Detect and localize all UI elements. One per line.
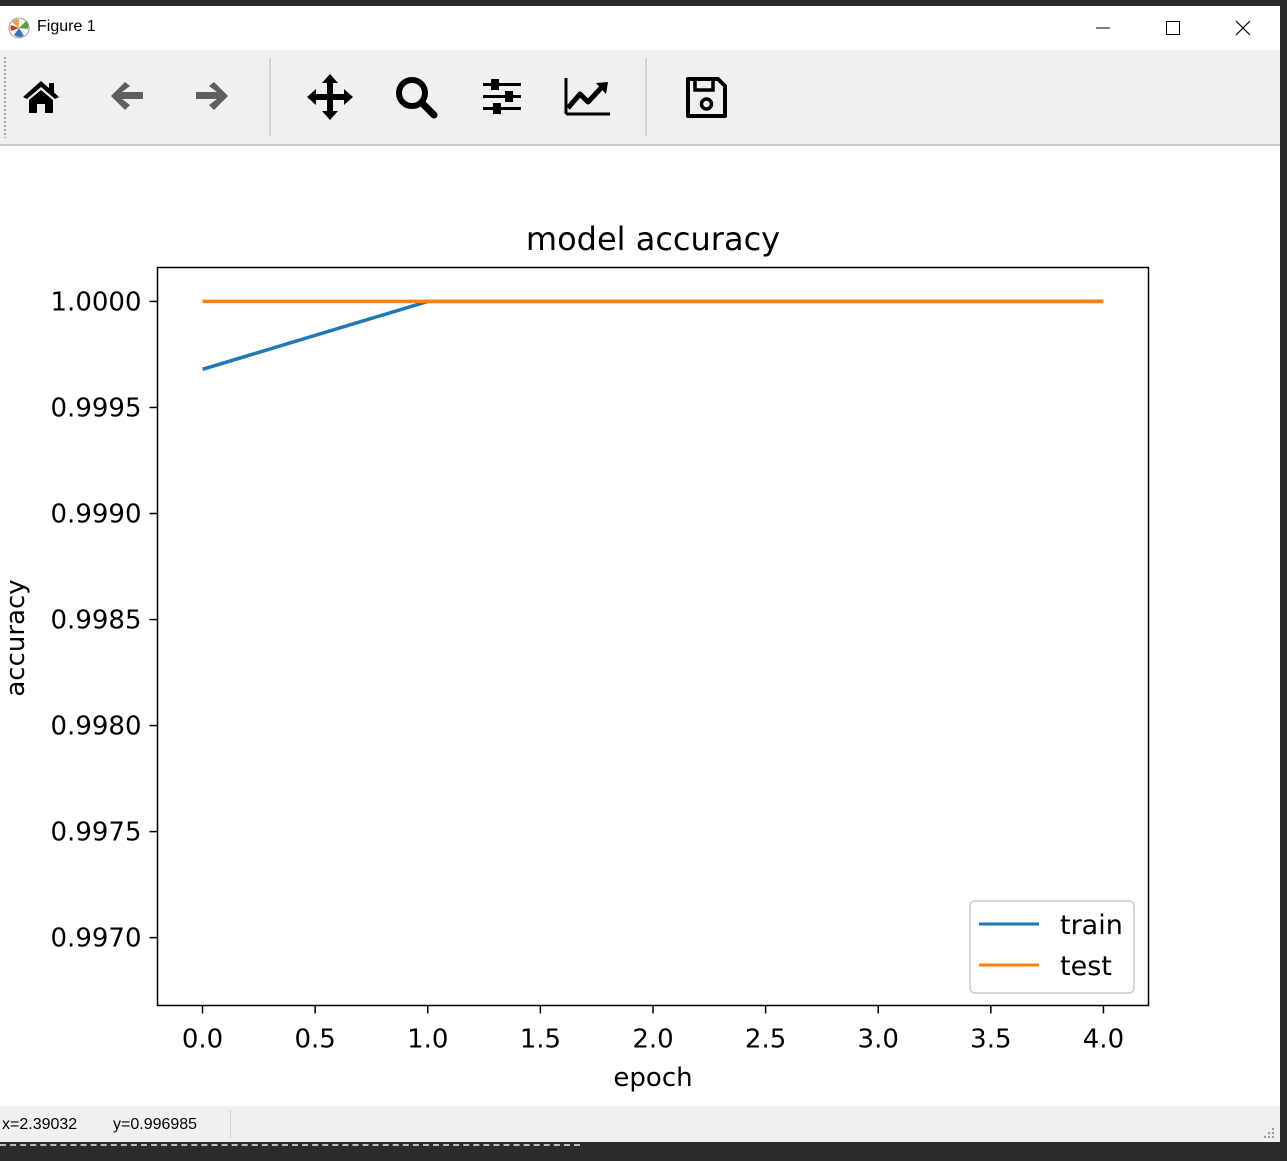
x-tick-label: 3.5 bbox=[970, 1025, 1011, 1055]
x-tick-label: 0.5 bbox=[294, 1025, 335, 1055]
y-tick-label: 1.0000 bbox=[51, 287, 142, 317]
matplotlib-logo-icon bbox=[8, 17, 30, 39]
figure-canvas[interactable]: model accuracy epoch accuracy 0.0 0.5 1.0 1… bbox=[0, 146, 1280, 1106]
navigation-toolbar bbox=[0, 50, 1280, 146]
x-tick-label: 2.5 bbox=[745, 1025, 786, 1055]
y-tick-label: 0.9975 bbox=[51, 818, 142, 848]
save-button[interactable] bbox=[675, 62, 737, 132]
forward-button[interactable] bbox=[181, 62, 243, 132]
y-tick-label: 0.9995 bbox=[51, 393, 142, 423]
y-tick-label: 0.9985 bbox=[51, 606, 142, 636]
axes-frame bbox=[156, 266, 1150, 1007]
toolbar-separator bbox=[269, 58, 271, 136]
chart-title: model accuracy bbox=[526, 220, 780, 258]
x-tick-label: 2.0 bbox=[632, 1025, 673, 1055]
plot-lines bbox=[202, 299, 1104, 371]
pan-button[interactable] bbox=[299, 62, 361, 132]
zoom-icon bbox=[396, 77, 438, 119]
legend-label-train: train bbox=[1060, 910, 1123, 941]
close-icon bbox=[1235, 20, 1251, 36]
close-button[interactable] bbox=[1208, 6, 1278, 50]
status-separator bbox=[230, 1110, 231, 1138]
series-line-train bbox=[202, 299, 1104, 371]
y-axis-label: accuracy bbox=[1, 579, 31, 696]
toolbar-grip[interactable] bbox=[3, 56, 7, 138]
x-tick-label: 3.0 bbox=[858, 1025, 899, 1055]
background-dashes bbox=[0, 1144, 580, 1150]
minimize-button[interactable] bbox=[1068, 6, 1138, 50]
forward-arrow-icon bbox=[196, 82, 228, 110]
y-tick-label: 0.9970 bbox=[51, 924, 142, 954]
edit-axis-button[interactable] bbox=[557, 62, 619, 132]
home-button[interactable] bbox=[10, 62, 72, 132]
x-tick-label: 1.5 bbox=[520, 1025, 561, 1055]
edit-axis-icon bbox=[564, 78, 610, 116]
configure-subplots-button[interactable] bbox=[471, 62, 533, 132]
y-axis-ticks: 0.9970 0.9975 0.9980 0.9985 0.9990 0.9995 1.00… bbox=[51, 287, 158, 954]
x-tick-label: 0.0 bbox=[182, 1025, 223, 1055]
figure-window: Figure 1 bbox=[0, 6, 1280, 1142]
back-button[interactable] bbox=[96, 62, 158, 132]
title-bar: Figure 1 bbox=[0, 6, 1280, 50]
x-tick-label: 4.0 bbox=[1083, 1025, 1124, 1055]
maximize-button[interactable] bbox=[1138, 6, 1208, 50]
window-title: Figure 1 bbox=[37, 18, 96, 35]
x-axis-ticks: 0.0 0.5 1.0 1.5 2.0 2.5 3.0 3.5 4.0 bbox=[182, 1005, 1124, 1055]
x-tick-label: 1.0 bbox=[407, 1025, 448, 1055]
configure-subplots-icon bbox=[483, 79, 521, 114]
toolbar-separator bbox=[645, 58, 647, 136]
cursor-x-readout: x=2.39032 bbox=[2, 1116, 78, 1133]
x-axis-label: epoch bbox=[613, 1063, 692, 1093]
minimize-icon bbox=[1096, 27, 1110, 29]
y-tick-label: 0.9990 bbox=[51, 500, 142, 530]
back-arrow-icon bbox=[111, 82, 143, 110]
accuracy-chart[interactable]: model accuracy epoch accuracy 0.0 0.5 1.0 1… bbox=[0, 146, 1280, 1106]
legend-label-test: test bbox=[1060, 951, 1112, 982]
zoom-button[interactable] bbox=[385, 62, 447, 132]
resize-grip-icon[interactable] bbox=[1262, 1126, 1276, 1140]
status-bar: x=2.39032 y=0.996985 bbox=[0, 1106, 1280, 1142]
cursor-y-readout: y=0.996985 bbox=[113, 1116, 198, 1133]
pan-icon bbox=[307, 74, 353, 120]
home-icon bbox=[23, 81, 59, 113]
maximize-icon bbox=[1166, 21, 1180, 35]
legend[interactable]: train test bbox=[969, 900, 1135, 994]
save-icon bbox=[686, 77, 727, 118]
y-tick-label: 0.9980 bbox=[51, 712, 142, 742]
